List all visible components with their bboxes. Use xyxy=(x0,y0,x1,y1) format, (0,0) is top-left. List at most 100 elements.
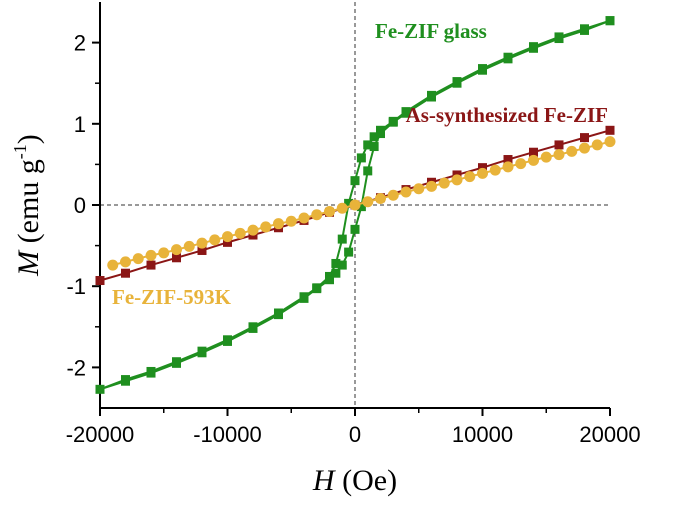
y-tick-label: -2 xyxy=(66,355,86,380)
data-point xyxy=(209,234,221,246)
data-point xyxy=(121,376,130,386)
data-point xyxy=(464,171,476,183)
x-label-symbol: H xyxy=(312,464,337,497)
data-point xyxy=(452,78,462,88)
data-point xyxy=(132,253,144,265)
data-point xyxy=(260,221,272,233)
data-point xyxy=(529,43,538,53)
data-point xyxy=(605,125,615,135)
data-point xyxy=(247,224,259,236)
data-point xyxy=(400,186,412,198)
data-point xyxy=(376,129,385,139)
x-tick-label: 10000 xyxy=(452,422,513,447)
data-point xyxy=(554,34,564,44)
data-point xyxy=(121,268,130,278)
data-point xyxy=(331,258,341,268)
data-point xyxy=(451,174,463,186)
y-label-unit: (emu g xyxy=(12,159,45,243)
data-point xyxy=(274,310,283,320)
data-point xyxy=(502,161,514,173)
data-point xyxy=(515,158,527,170)
data-point xyxy=(478,163,487,173)
data-point xyxy=(234,227,246,239)
data-point xyxy=(248,323,258,333)
data-point xyxy=(553,149,565,161)
x-tick-label: 0 xyxy=(349,422,361,447)
data-point xyxy=(324,205,335,217)
data-point xyxy=(336,202,348,214)
data-point xyxy=(350,176,360,186)
data-point xyxy=(426,180,437,192)
data-point xyxy=(196,237,208,249)
data-point xyxy=(427,92,436,102)
data-point xyxy=(369,142,379,152)
data-point xyxy=(222,231,233,243)
data-point xyxy=(197,245,207,255)
data-point xyxy=(489,164,501,176)
data-point xyxy=(146,368,156,378)
data-point xyxy=(503,155,513,165)
y-label-sup: -1 xyxy=(10,144,30,159)
data-point xyxy=(413,183,425,195)
data-point xyxy=(158,247,170,259)
data-point xyxy=(363,166,373,176)
data-point xyxy=(146,260,156,270)
data-point xyxy=(566,145,578,157)
data-point xyxy=(183,240,195,252)
data-point xyxy=(325,275,334,285)
data-point xyxy=(298,212,310,224)
data-point xyxy=(580,25,589,35)
data-point xyxy=(172,358,181,368)
data-point xyxy=(95,276,105,286)
data-point xyxy=(95,384,105,394)
data-point xyxy=(344,247,354,257)
series-annotation: As-synthesized Fe-ZIF xyxy=(406,103,608,127)
data-point xyxy=(285,215,297,227)
data-point xyxy=(356,202,366,212)
series-line xyxy=(112,140,611,267)
data-point xyxy=(540,151,552,163)
data-point xyxy=(120,256,131,268)
data-point xyxy=(580,133,589,143)
x-label-unit: (Oe) xyxy=(342,464,397,497)
data-point xyxy=(344,198,354,208)
data-point xyxy=(223,336,232,346)
data-point xyxy=(369,132,379,142)
series-annotation: Fe-ZIF-593K xyxy=(112,285,232,309)
x-tick-label: -10000 xyxy=(193,422,262,447)
y-tick-label: -1 xyxy=(66,274,86,299)
data-point xyxy=(311,209,323,221)
data-point xyxy=(337,234,347,244)
data-point xyxy=(387,189,399,201)
data-point xyxy=(554,140,564,150)
data-point xyxy=(356,153,366,163)
data-point xyxy=(331,268,341,278)
data-point xyxy=(477,167,488,179)
data-point xyxy=(107,259,119,271)
data-point xyxy=(273,218,284,230)
data-point xyxy=(312,284,322,294)
data-point xyxy=(605,16,615,26)
y-tick-label: 1 xyxy=(74,112,86,137)
data-point xyxy=(375,193,386,205)
data-point xyxy=(388,117,398,127)
data-point xyxy=(337,260,347,270)
y-label-close: ) xyxy=(12,134,45,144)
data-point xyxy=(604,136,616,148)
x-tick-label: -20000 xyxy=(66,422,135,447)
y-axis-label: M (emu g-1) xyxy=(10,134,45,277)
data-point xyxy=(223,237,232,247)
data-point xyxy=(478,65,487,75)
data-point xyxy=(349,199,361,211)
x-axis-label: H (Oe) xyxy=(312,464,397,497)
x-tick-label: 20000 xyxy=(579,422,640,447)
data-point xyxy=(438,177,450,189)
data-point xyxy=(529,147,538,157)
y-label-symbol: M xyxy=(12,249,45,277)
data-point xyxy=(401,108,411,118)
data-point xyxy=(299,293,309,303)
data-point xyxy=(579,142,590,154)
data-point xyxy=(362,196,374,208)
data-point xyxy=(172,253,181,263)
